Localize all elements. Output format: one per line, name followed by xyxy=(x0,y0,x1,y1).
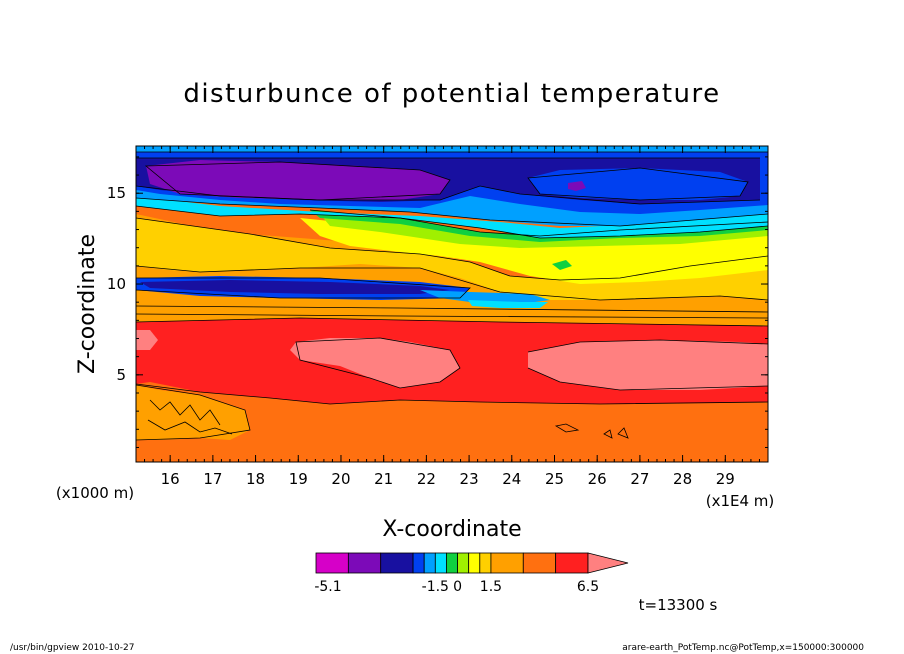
x-tick-label: 23 xyxy=(460,470,479,488)
band-cyan xyxy=(136,196,768,238)
band-low-ffa000 xyxy=(136,385,250,440)
colorbar-arrow xyxy=(587,552,629,574)
y-tick-label: 15 xyxy=(107,184,126,202)
colorbar-label: 6.5 xyxy=(577,579,599,595)
band-navy-dot xyxy=(568,181,586,191)
time-label: t=13300 s xyxy=(639,596,718,614)
colorbar-swatch xyxy=(490,552,524,574)
x-tick-label: 19 xyxy=(289,470,308,488)
colorbar xyxy=(315,552,629,574)
y-tick-labels: 5 10 15 xyxy=(107,184,126,384)
colorbar-swatch xyxy=(347,552,382,574)
x-tick-label: 27 xyxy=(630,470,649,488)
x-tick-label: 17 xyxy=(203,470,222,488)
colorbar-swatch xyxy=(555,552,589,574)
colorbar-swatch xyxy=(468,552,481,574)
y-tick-marks xyxy=(136,156,768,448)
colorbar-swatch xyxy=(446,552,458,574)
x-tick-label: 29 xyxy=(716,470,735,488)
x-tick-label: 25 xyxy=(545,470,564,488)
band-cyan-strip xyxy=(468,300,548,308)
colorbar-swatch xyxy=(522,552,557,574)
x-tick-label: 26 xyxy=(588,470,607,488)
contour-lines xyxy=(136,151,768,441)
footer-left: /usr/bin/gpview 2010-10-27 xyxy=(10,643,134,653)
y-tick-label: 5 xyxy=(116,366,126,384)
colorbar-swatch xyxy=(423,552,436,574)
band-blue-right xyxy=(528,168,748,200)
footer-right: arare-earth_PotTemp.nc@PotTemp,x=150000:… xyxy=(622,643,864,653)
colorbar-swatch xyxy=(457,552,470,574)
band-pink-leftedge xyxy=(136,330,158,350)
band-lightblue-strip xyxy=(420,290,550,304)
colorbar-swatch xyxy=(434,552,447,574)
x-tick-label: 20 xyxy=(331,470,350,488)
colorbar-swatch xyxy=(479,552,492,574)
contour-field xyxy=(136,146,768,462)
band-purple-left xyxy=(146,160,450,200)
colorbar-label: 0 xyxy=(453,579,462,595)
x-tick-marks xyxy=(135,146,769,462)
x-tick-label: 22 xyxy=(417,470,436,488)
band-dark-core xyxy=(140,280,450,294)
x-tick-label: 24 xyxy=(502,470,521,488)
chart-title: disturbunce of potential temperature xyxy=(183,79,720,109)
colorbar-swatch xyxy=(412,552,425,574)
colorbar-swatch xyxy=(380,552,414,574)
band-pink-left xyxy=(290,338,460,388)
colorbar-swatch xyxy=(315,552,349,574)
y-tick-label: 10 xyxy=(107,275,126,293)
x-tick-label: 28 xyxy=(673,470,692,488)
colorbar-label: -1.5 xyxy=(422,579,449,595)
colorbar-label: -5.1 xyxy=(314,579,341,595)
x-tick-labels: 16 17 18 19 20 21 22 23 24 25 26 27 28 29 xyxy=(161,470,735,488)
x-tick-label: 16 xyxy=(161,470,180,488)
colorbar-labels: -5.1 -1.5 0 1.5 6.5 xyxy=(314,579,599,595)
x-axis-label: X-coordinate xyxy=(382,517,521,542)
x-tick-label: 18 xyxy=(246,470,265,488)
band-green-patch xyxy=(552,260,572,270)
x-tick-label: 21 xyxy=(374,470,393,488)
colorbar-label: 1.5 xyxy=(480,579,502,595)
y-unit-label: (x1000 m) xyxy=(56,484,134,502)
x-unit-label: (x1E4 m) xyxy=(706,492,775,510)
y-axis-label: Z-coordinate xyxy=(75,234,100,374)
band-a0f000 xyxy=(320,214,768,248)
band-pink-right xyxy=(528,340,768,390)
